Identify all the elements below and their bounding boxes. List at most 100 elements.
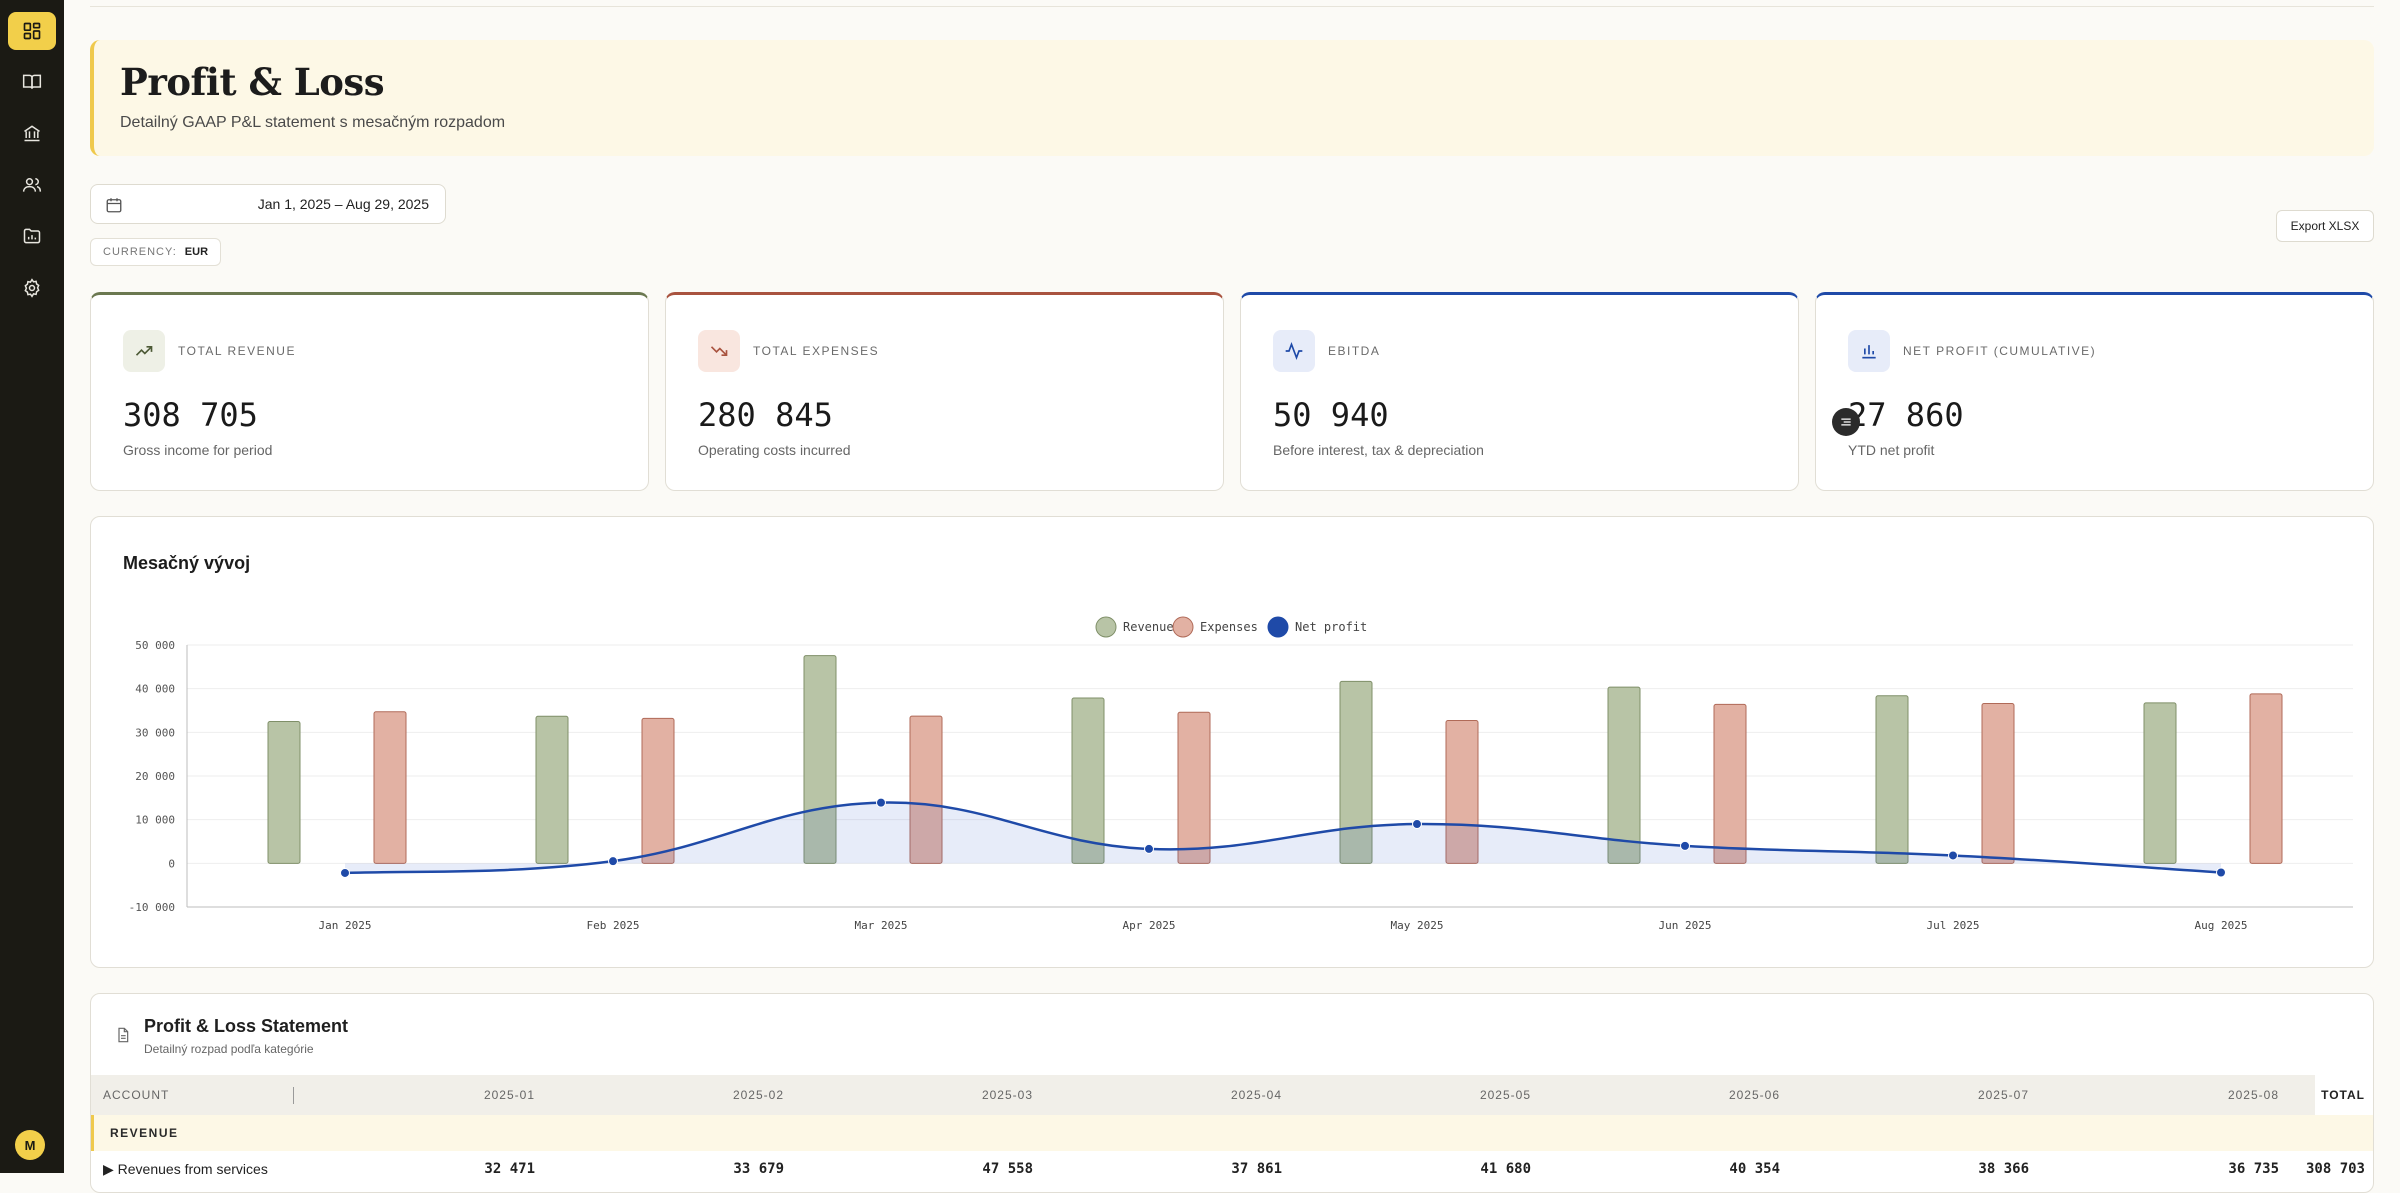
floating-menu-button[interactable] xyxy=(1832,408,1860,436)
y-tick-label: 40 000 xyxy=(135,683,175,696)
monthly-chart-card: Mesačný vývoj 50 000 40 000 30 000 20 000 10… xyxy=(90,516,2374,968)
nav-dashboard[interactable] xyxy=(8,12,56,50)
kpi-icon-box xyxy=(123,330,165,372)
table-cell: 41 680 xyxy=(1480,1161,1531,1177)
month-column-header[interactable]: 2025-05 xyxy=(1479,1088,1531,1102)
y-tick-label: 50 000 xyxy=(135,639,175,652)
revenue-bar xyxy=(1339,680,1373,864)
trending-down-icon xyxy=(710,346,728,356)
kpi-card: TOTAL EXPENSES 280 845 Operating costs inc… xyxy=(665,292,1224,491)
month-column-header[interactable]: 2025-02 xyxy=(732,1088,784,1102)
kpi-label: NET PROFIT (CUMULATIVE) xyxy=(1903,344,2097,358)
net-profit-area xyxy=(345,802,2221,873)
currency-value: EUR xyxy=(184,246,209,258)
x-tick-label: May 2025 xyxy=(1391,919,1444,932)
net-profit-point xyxy=(1680,840,1690,851)
table-cell-total: 308 703 xyxy=(2305,1161,2365,1177)
legend-label: Revenue xyxy=(1123,620,1174,634)
legend-item: Net profit xyxy=(1267,616,1367,638)
nav-banking[interactable] xyxy=(8,114,56,152)
y-tick-label: 30 000 xyxy=(135,726,175,739)
table-cell: 38 366 xyxy=(1978,1161,2029,1177)
kpi-icon-box xyxy=(698,330,740,372)
page-title: Profit & Loss xyxy=(120,60,385,104)
legend-item: Revenue xyxy=(1095,616,1174,638)
column-resizer[interactable] xyxy=(293,1087,294,1104)
statement-subtitle: Detailný rozpad podľa kategórie xyxy=(144,1042,314,1056)
revenue-bar xyxy=(1875,695,1909,864)
x-tick-label: Jan 2025 xyxy=(319,919,372,932)
book-icon xyxy=(22,74,42,89)
month-column-header[interactable]: 2025-01 xyxy=(483,1088,535,1102)
kpi-subtitle: YTD net profit xyxy=(1848,442,1935,458)
legend-swatch xyxy=(1172,616,1194,638)
table-cell: 37 861 xyxy=(1231,1161,1282,1177)
account-column-header[interactable]: ACCOUNT xyxy=(103,1088,170,1102)
table-cell: 36 735 xyxy=(2228,1161,2279,1177)
nav-journal[interactable] xyxy=(8,63,56,101)
revenue-bar xyxy=(1607,686,1641,864)
month-column-header[interactable]: 2025-07 xyxy=(1977,1088,2029,1102)
legend-label: Expenses xyxy=(1200,620,1258,634)
x-tick-label: Jul 2025 xyxy=(1927,919,1980,932)
date-range-picker[interactable]: Jan 1, 2025 – Aug 29, 2025 xyxy=(90,184,446,224)
kpi-label: TOTAL REVENUE xyxy=(178,344,296,358)
kpi-card: NET PROFIT (CUMULATIVE) 27 860 YTD net pro… xyxy=(1815,292,2374,491)
export-xlsx-button[interactable]: Export XLSX xyxy=(2276,210,2374,242)
x-tick-label: Aug 2025 xyxy=(2195,919,2248,932)
kpi-subtitle: Before interest, tax & depreciation xyxy=(1273,442,1484,458)
table-header: ACCOUNT 2025-01 2025-02 2025-03 2025-04 2025… xyxy=(91,1075,2373,1115)
y-tick-label: -10 000 xyxy=(129,901,175,914)
main-content: Profit & Loss Detailný GAAP P&L statemen… xyxy=(64,0,2400,1193)
month-column-header[interactable]: 2025-04 xyxy=(1230,1088,1282,1102)
document-icon xyxy=(118,1027,129,1043)
kpi-value: 50 940 xyxy=(1273,396,1389,434)
net-profit-point xyxy=(2216,867,2226,878)
net-profit-point xyxy=(1144,843,1154,854)
kpi-value: 308 705 xyxy=(123,396,258,434)
table-cell: 47 558 xyxy=(982,1161,1033,1177)
expenses-bar xyxy=(373,711,407,864)
expenses-bar xyxy=(1713,703,1747,864)
month-column-header[interactable]: 2025-08 xyxy=(2227,1088,2279,1102)
x-tick-label: Mar 2025 xyxy=(855,919,908,932)
nav-settings[interactable] xyxy=(8,269,56,307)
revenue-bar xyxy=(535,715,569,864)
y-tick-label: 20 000 xyxy=(135,770,175,783)
section-row-revenue[interactable]: REVENUE xyxy=(91,1115,2373,1151)
nav-reports[interactable] xyxy=(8,217,56,255)
calendar-icon xyxy=(106,198,122,213)
kpi-value: 280 845 xyxy=(698,396,833,434)
x-tick-label: Feb 2025 xyxy=(587,919,640,932)
currency-label: CURRENCY: xyxy=(103,246,177,258)
avatar[interactable]: M xyxy=(15,1130,45,1160)
expenses-bar xyxy=(909,715,943,864)
kpi-icon-box xyxy=(1848,330,1890,372)
expenses-bar xyxy=(1445,720,1479,864)
page-subtitle: Detailný GAAP P&L statement s mesačným r… xyxy=(120,114,506,131)
kpi-label: EBITDA xyxy=(1328,344,1381,358)
monthly-chart: 50 000 40 000 30 000 20 000 10 000 0 -10 000 Ja… xyxy=(129,616,2353,932)
legend-item: Expenses xyxy=(1172,616,1258,638)
expenses-bar xyxy=(2249,693,2283,864)
folder-chart-icon xyxy=(23,228,41,244)
menu-icon xyxy=(1841,418,1851,426)
bank-icon xyxy=(24,125,40,142)
divider xyxy=(90,6,2374,7)
currency-badge: CURRENCY: EUR xyxy=(90,238,222,266)
pl-statement-card: Profit & Loss Statement Detailný rozpad … xyxy=(90,993,2374,1193)
x-tick-label: Apr 2025 xyxy=(1123,919,1176,932)
y-tick-label: 10 000 xyxy=(135,814,175,827)
net-profit-point xyxy=(1412,819,1422,830)
trending-up-icon xyxy=(135,346,153,356)
revenue-bar xyxy=(1071,697,1105,864)
chart-title: Mesačný vývoj xyxy=(123,553,251,573)
table-row[interactable]: ▶ Revenues from services 32 471 33 679 47 … xyxy=(91,1151,2373,1187)
revenue-bar xyxy=(267,721,301,864)
total-column-header[interactable]: TOTAL xyxy=(2315,1075,2373,1115)
month-column-header[interactable]: 2025-03 xyxy=(981,1088,1033,1102)
nav-contacts[interactable] xyxy=(8,166,56,204)
net-profit-point xyxy=(608,856,618,867)
month-column-header[interactable]: 2025-06 xyxy=(1728,1088,1780,1102)
dashboard-icon xyxy=(23,22,41,40)
